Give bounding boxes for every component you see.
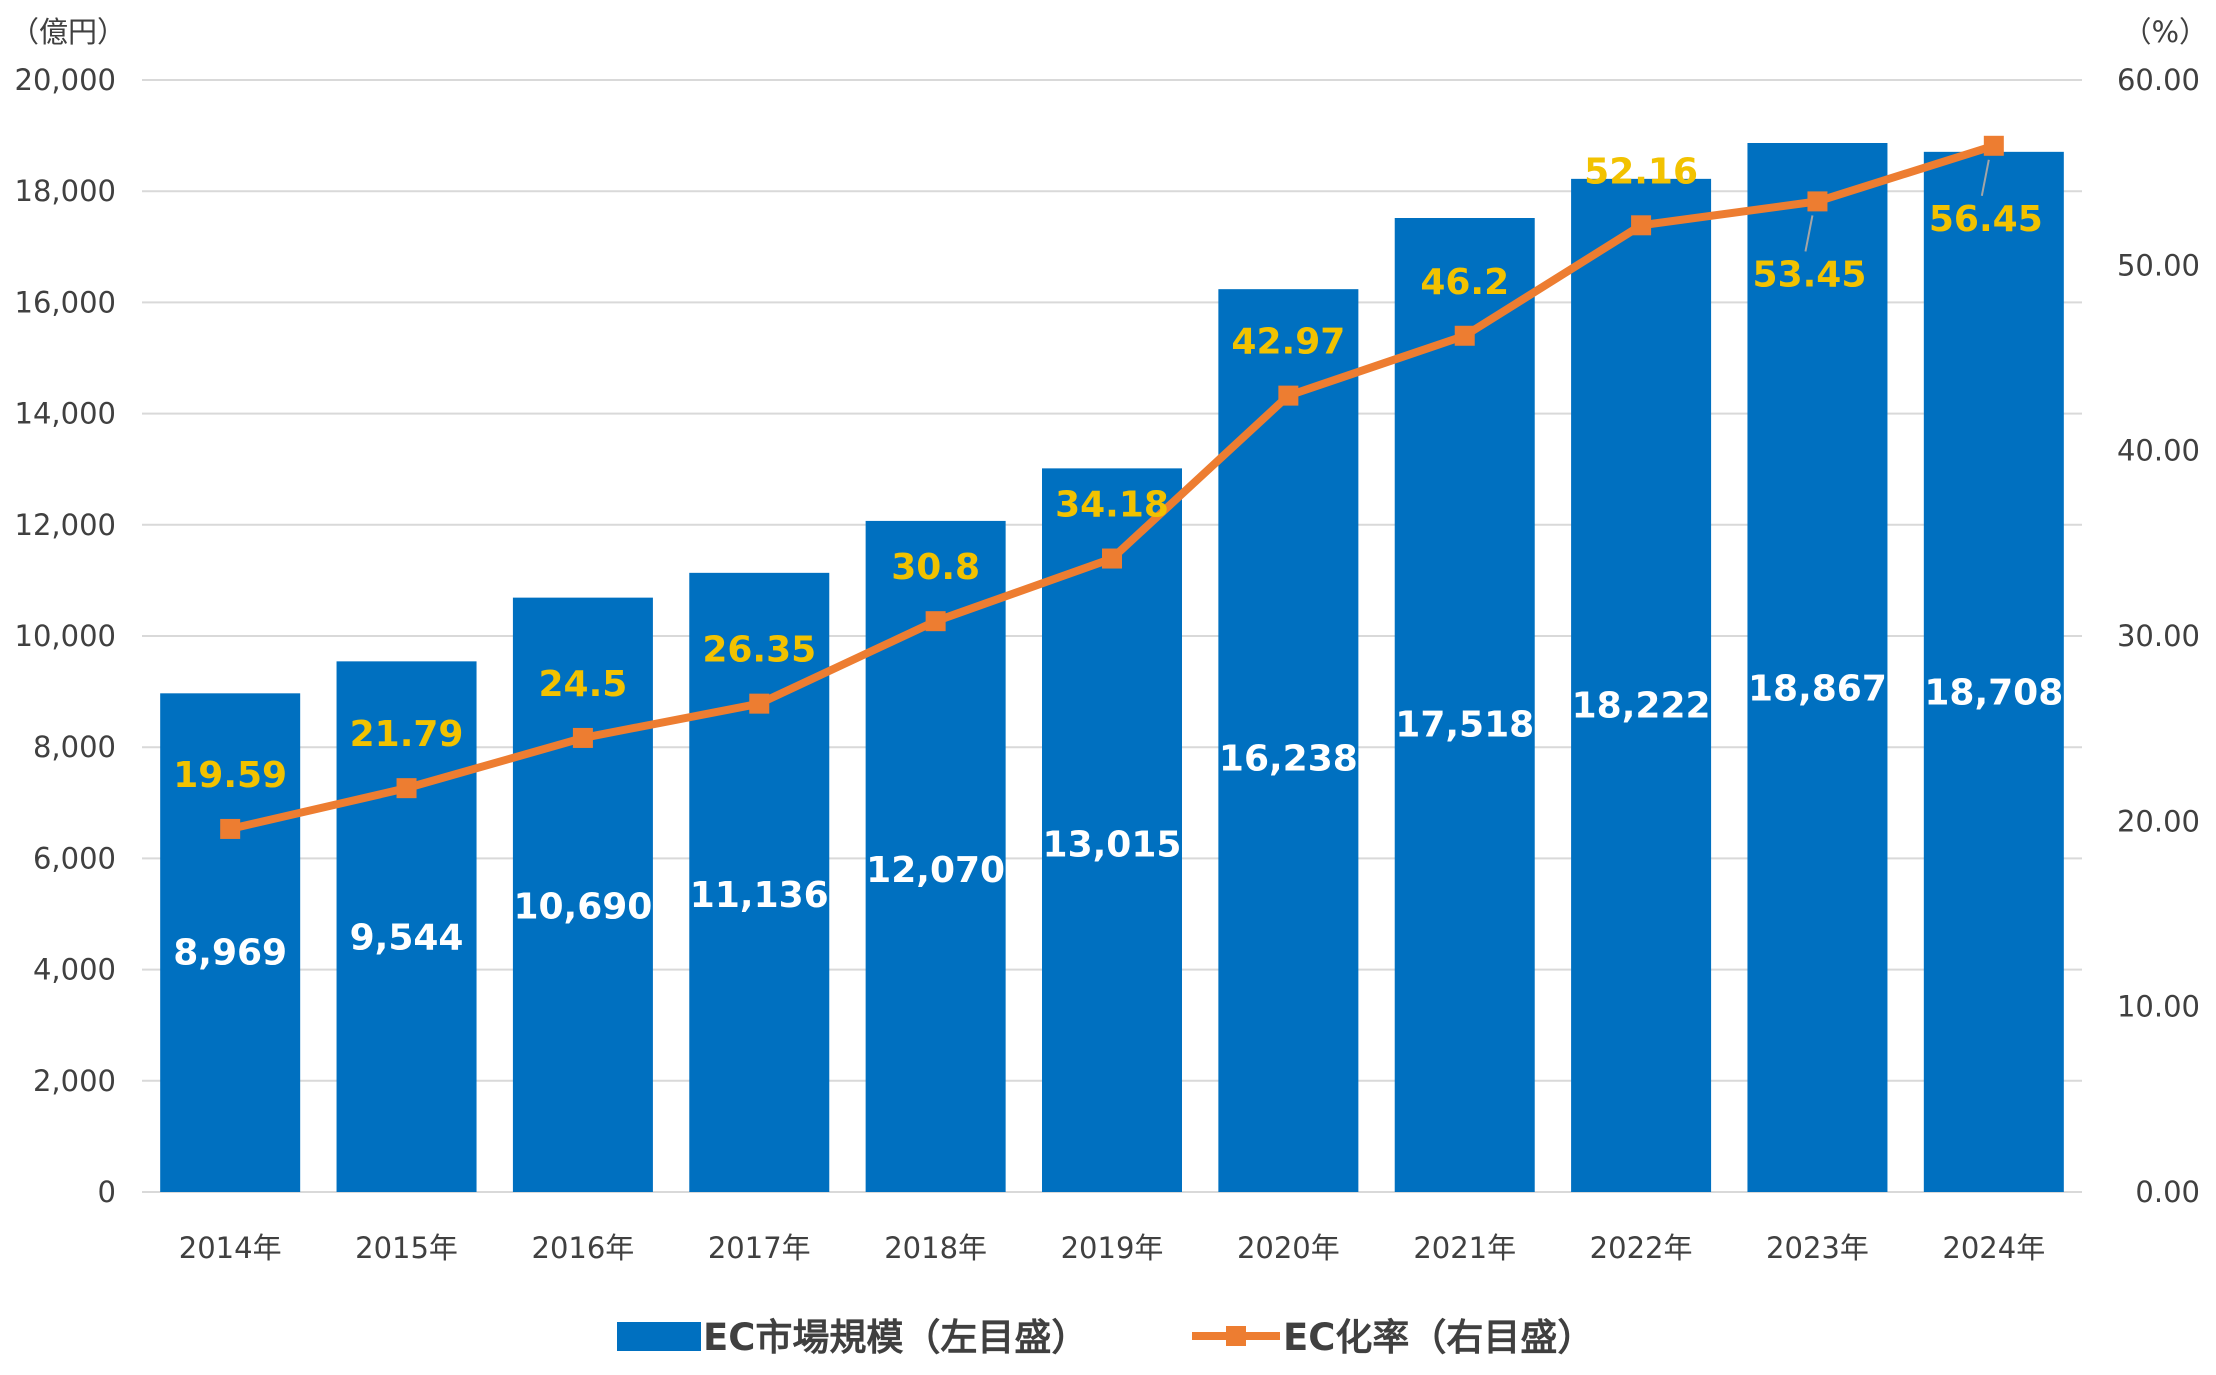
x-axis-tick-label: 2022年 — [1590, 1231, 1693, 1265]
bar-data-label: 11,136 — [690, 875, 829, 916]
bar-data-label: 12,070 — [866, 850, 1005, 891]
bar — [1747, 142, 1888, 1193]
left-axis-tick-label: 14,000 — [15, 397, 116, 431]
line-data-label: 53.45 — [1753, 254, 1867, 295]
bar-data-label: 10,690 — [513, 887, 652, 928]
data-labels: 8,969 9,544 10,690 11,136 12,070 13,015 16,238… — [173, 151, 2063, 973]
right-axis-tick-label: 50.00 — [2117, 248, 2200, 282]
right-axis-unit: （%） — [2122, 15, 2208, 49]
bar-data-label: 18,708 — [1924, 673, 2063, 714]
left-axis-tick-label: 20,000 — [15, 63, 116, 97]
line-marker — [572, 727, 593, 748]
bar — [1571, 178, 1712, 1192]
label-leader-line — [1980, 159, 1990, 196]
bar-data-label: 9,544 — [350, 917, 464, 958]
line-data-label: 42.97 — [1231, 322, 1345, 363]
bar-data-label: 18,222 — [1572, 686, 1711, 727]
bar — [865, 520, 1006, 1192]
x-axis-tick-label: 2019年 — [1061, 1231, 1164, 1265]
line-marker — [220, 818, 241, 839]
legend-swatch-bar — [617, 1322, 701, 1351]
bar — [160, 693, 301, 1192]
bar-data-label: 18,867 — [1748, 668, 1887, 709]
bar — [1394, 217, 1535, 1192]
bar — [689, 572, 830, 1192]
x-axis-tick-label: 2016年 — [532, 1231, 635, 1265]
line-marker — [925, 611, 946, 632]
line-data-label: 24.5 — [538, 664, 627, 705]
x-axis-tick-label: 2017年 — [708, 1231, 811, 1265]
bar — [512, 597, 653, 1192]
axes: （億円） （%） 0 2,000 4,000 6,000 8,000 10,000 12,0… — [10, 15, 2208, 1265]
line-marker — [1631, 215, 1652, 236]
bar — [1923, 151, 2064, 1192]
bar — [336, 661, 477, 1192]
bar-data-label: 17,518 — [1395, 704, 1534, 745]
right-axis-tick-label: 20.00 — [2117, 804, 2200, 838]
bar — [1042, 468, 1182, 1193]
left-axis-tick-label: 0 — [98, 1175, 116, 1209]
left-axis-tick-label: 16,000 — [15, 285, 116, 319]
line-marker — [1454, 325, 1475, 346]
left-axis-unit: （億円） — [10, 15, 126, 49]
line-marker — [749, 693, 770, 714]
right-axis-tick-label: 60.00 — [2117, 63, 2200, 97]
right-axis-tick-label: 40.00 — [2117, 434, 2200, 468]
line-marker — [1278, 385, 1299, 406]
left-axis-tick-label: 10,000 — [15, 619, 116, 653]
line-data-label: 34.18 — [1055, 485, 1169, 526]
line-marker — [1807, 191, 1828, 212]
left-axis-tick-label: 4,000 — [33, 953, 116, 987]
x-axis-tick-label: 2023年 — [1766, 1231, 1869, 1265]
line-data-label: 56.45 — [1929, 199, 2043, 240]
line-data-label: 21.79 — [350, 714, 464, 755]
line-marker — [396, 778, 417, 799]
x-axis-tick-label: 2021年 — [1413, 1231, 1516, 1265]
legend-label-line: EC化率（右目盛） — [1283, 1316, 1594, 1359]
legend: EC市場規模（左目盛） EC化率（右目盛） — [617, 1316, 1594, 1359]
line-data-label: 30.8 — [891, 547, 980, 588]
bar-data-label: 16,238 — [1219, 739, 1358, 780]
right-axis-tick-label: 0.00 — [2135, 1175, 2200, 1209]
legend-swatch-marker — [1226, 1326, 1246, 1346]
line-data-label: 26.35 — [702, 630, 816, 671]
x-axis-tick-label: 2018年 — [884, 1231, 987, 1265]
line-data-label: 52.16 — [1584, 151, 1698, 192]
left-axis-tick-label: 8,000 — [33, 730, 116, 764]
bar-data-label: 8,969 — [173, 933, 287, 974]
left-axis-tick-label: 12,000 — [15, 508, 116, 542]
left-axis-tick-label: 18,000 — [15, 174, 116, 208]
right-axis-tick-label: 30.00 — [2117, 619, 2200, 653]
bar-data-label: 13,015 — [1043, 825, 1182, 866]
x-axis-tick-label: 2015年 — [355, 1231, 458, 1265]
x-axis-tick-label: 2020年 — [1237, 1231, 1340, 1265]
x-axis-tick-label: 2014年 — [179, 1231, 282, 1265]
left-axis-tick-label: 2,000 — [33, 1064, 116, 1098]
line-series — [220, 135, 2004, 839]
right-axis-tick-label: 10.00 — [2117, 990, 2200, 1024]
label-leader-line — [1804, 215, 1814, 252]
line-marker — [1102, 548, 1122, 569]
line-marker — [1983, 135, 2004, 156]
x-axis-tick-label: 2024年 — [1942, 1231, 2045, 1265]
legend-label-bar: EC市場規模（左目盛） — [703, 1316, 1088, 1359]
line-data-label: 19.59 — [173, 755, 287, 796]
left-axis-tick-label: 6,000 — [33, 841, 116, 875]
bar-series — [160, 142, 2064, 1193]
line-data-label: 46.2 — [1420, 262, 1509, 303]
